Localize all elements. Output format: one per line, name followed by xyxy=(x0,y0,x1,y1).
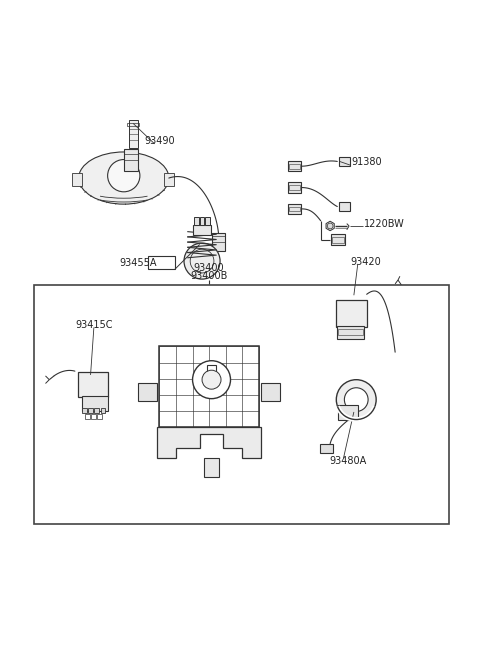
Bar xyxy=(332,237,344,242)
Bar xyxy=(85,415,90,419)
Circle shape xyxy=(336,380,376,420)
Circle shape xyxy=(108,160,140,192)
Bar xyxy=(82,407,87,413)
Bar xyxy=(261,383,280,401)
Bar xyxy=(91,415,96,419)
Bar xyxy=(338,329,363,335)
Bar xyxy=(138,383,157,401)
Text: 93400: 93400 xyxy=(194,263,225,272)
Bar xyxy=(288,182,301,193)
Circle shape xyxy=(192,361,230,399)
Bar xyxy=(331,234,345,246)
Text: 93480A: 93480A xyxy=(329,457,366,466)
Text: 93455A: 93455A xyxy=(119,257,156,267)
Bar xyxy=(127,122,139,126)
Bar xyxy=(288,161,301,172)
Bar xyxy=(289,206,300,212)
Bar xyxy=(82,396,108,411)
Bar xyxy=(194,217,199,225)
Bar xyxy=(34,285,449,525)
Bar xyxy=(289,185,300,190)
Bar xyxy=(148,256,175,269)
Circle shape xyxy=(344,388,368,411)
Bar xyxy=(289,164,300,168)
Bar xyxy=(204,458,219,477)
Bar xyxy=(129,120,137,148)
Bar xyxy=(338,405,358,421)
Bar xyxy=(205,217,210,225)
Text: 93415C: 93415C xyxy=(75,320,113,329)
Polygon shape xyxy=(157,427,261,458)
Bar xyxy=(320,443,334,453)
Bar xyxy=(78,372,108,397)
Text: 93420: 93420 xyxy=(350,257,381,267)
Bar xyxy=(212,233,225,251)
Bar xyxy=(88,407,93,413)
Text: 91380: 91380 xyxy=(351,157,382,168)
Bar xyxy=(193,225,211,235)
Bar xyxy=(207,364,216,376)
Circle shape xyxy=(202,370,221,389)
Bar xyxy=(213,236,225,242)
Bar xyxy=(72,173,83,186)
Ellipse shape xyxy=(79,152,169,204)
Bar xyxy=(124,149,138,171)
Bar xyxy=(339,202,350,211)
Bar xyxy=(288,204,301,214)
Bar xyxy=(95,407,99,413)
Bar xyxy=(339,157,350,166)
Bar xyxy=(97,415,102,419)
Bar xyxy=(159,346,259,427)
Polygon shape xyxy=(326,221,334,231)
Text: 93490: 93490 xyxy=(144,136,175,145)
Text: 93400B: 93400B xyxy=(191,271,228,281)
Text: 1220BW: 1220BW xyxy=(364,219,405,229)
Bar xyxy=(164,173,174,186)
Bar xyxy=(200,217,204,225)
Circle shape xyxy=(184,243,220,279)
Bar xyxy=(124,155,137,160)
Bar xyxy=(336,299,367,327)
Bar xyxy=(337,326,364,339)
Bar xyxy=(100,407,105,413)
